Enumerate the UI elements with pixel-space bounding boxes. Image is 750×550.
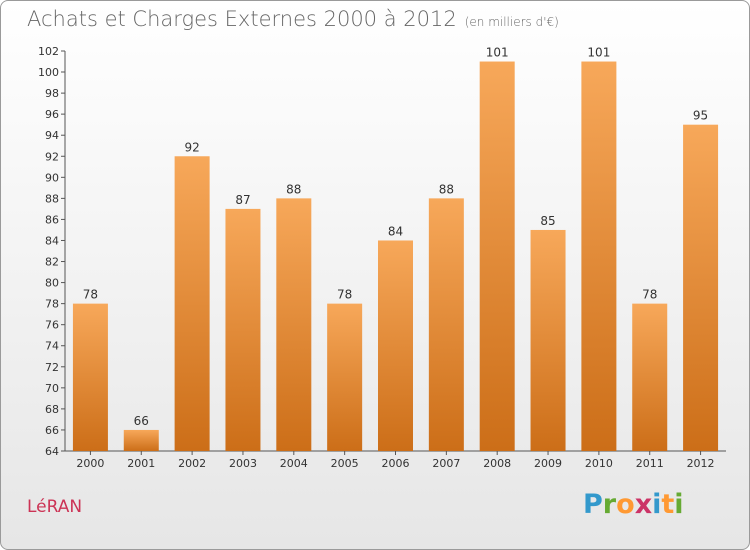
bar: [683, 124, 719, 452]
y-tick-label: 84: [45, 234, 59, 247]
y-tick-label: 68: [45, 403, 59, 416]
bar-value-label: 87: [235, 193, 250, 207]
bar-value-label: 95: [693, 109, 708, 123]
y-tick-label: 80: [45, 277, 59, 290]
x-tick-label: 2003: [229, 457, 257, 470]
y-tick-label: 82: [45, 256, 59, 269]
bar-value-label: 66: [134, 414, 149, 428]
x-tick-label: 2009: [534, 457, 562, 470]
bar-value-label: 78: [642, 288, 657, 302]
bar: [123, 429, 159, 451]
y-tick-label: 78: [45, 298, 59, 311]
bar: [72, 303, 108, 451]
y-tick-label: 76: [45, 319, 59, 332]
y-tick-label: 64: [45, 445, 59, 458]
bar: [632, 303, 668, 451]
y-tick-label: 74: [45, 340, 59, 353]
y-tick-label: 88: [45, 192, 59, 205]
bar-value-label: 92: [184, 140, 199, 154]
bar: [530, 229, 566, 451]
logo-letter: r: [602, 489, 617, 520]
y-tick-label: 102: [38, 45, 59, 58]
title-text: Achats et Charges Externes 2000 à 2012: [27, 7, 457, 31]
x-tick-label: 2002: [178, 457, 206, 470]
bar: [378, 240, 413, 451]
bar: [225, 208, 261, 451]
bar-value-label: 101: [486, 46, 509, 60]
y-tick-label: 94: [45, 129, 59, 142]
bar-value-label: 78: [337, 288, 352, 302]
bar-value-label: 88: [286, 182, 301, 196]
x-tick-label: 2001: [127, 457, 155, 470]
bar: [276, 198, 312, 451]
x-tick-label: 2000: [76, 457, 104, 470]
proxiti-logo: Proxiti: [583, 489, 684, 520]
bar-value-label: 84: [388, 224, 403, 238]
y-tick-label: 70: [45, 382, 59, 395]
x-tick-label: 2012: [687, 457, 715, 470]
logo-letter: i: [674, 489, 684, 520]
y-tick-label: 86: [45, 213, 59, 226]
y-tick-label: 100: [38, 66, 59, 79]
logo-letter: i: [652, 489, 662, 520]
y-tick-label: 72: [45, 361, 59, 374]
bar-value-label: 88: [439, 182, 454, 196]
chart-title: Achats et Charges Externes 2000 à 2012 (e…: [27, 7, 559, 31]
y-tick-label: 90: [45, 171, 59, 184]
bar: [174, 156, 210, 451]
logo-letter: o: [616, 489, 635, 520]
y-tick-label: 66: [45, 424, 59, 437]
x-tick-label: 2006: [382, 457, 410, 470]
bar: [581, 61, 617, 452]
x-tick-label: 2004: [280, 457, 308, 470]
x-tick-label: 2007: [432, 457, 460, 470]
x-tick-label: 2005: [331, 457, 359, 470]
bar-value-label: 101: [587, 46, 610, 60]
y-tick-label: 92: [45, 150, 59, 163]
bar-value-label: 85: [540, 214, 555, 228]
commune-name: LéRAN: [27, 497, 83, 517]
logo-letter: P: [583, 489, 603, 520]
bar: [479, 61, 515, 452]
bar: [327, 303, 363, 451]
y-tick-label: 96: [45, 108, 59, 121]
x-tick-label: 2008: [483, 457, 511, 470]
logo-letter: x: [634, 489, 653, 520]
chart-subtitle: (en milliers d'€): [464, 15, 559, 29]
x-tick-label: 2011: [636, 457, 664, 470]
x-tick-label: 2010: [585, 457, 613, 470]
bar: [428, 198, 464, 451]
y-tick-label: 98: [45, 87, 59, 100]
bar-value-label: 78: [83, 288, 98, 302]
logo-letter: t: [661, 489, 675, 520]
